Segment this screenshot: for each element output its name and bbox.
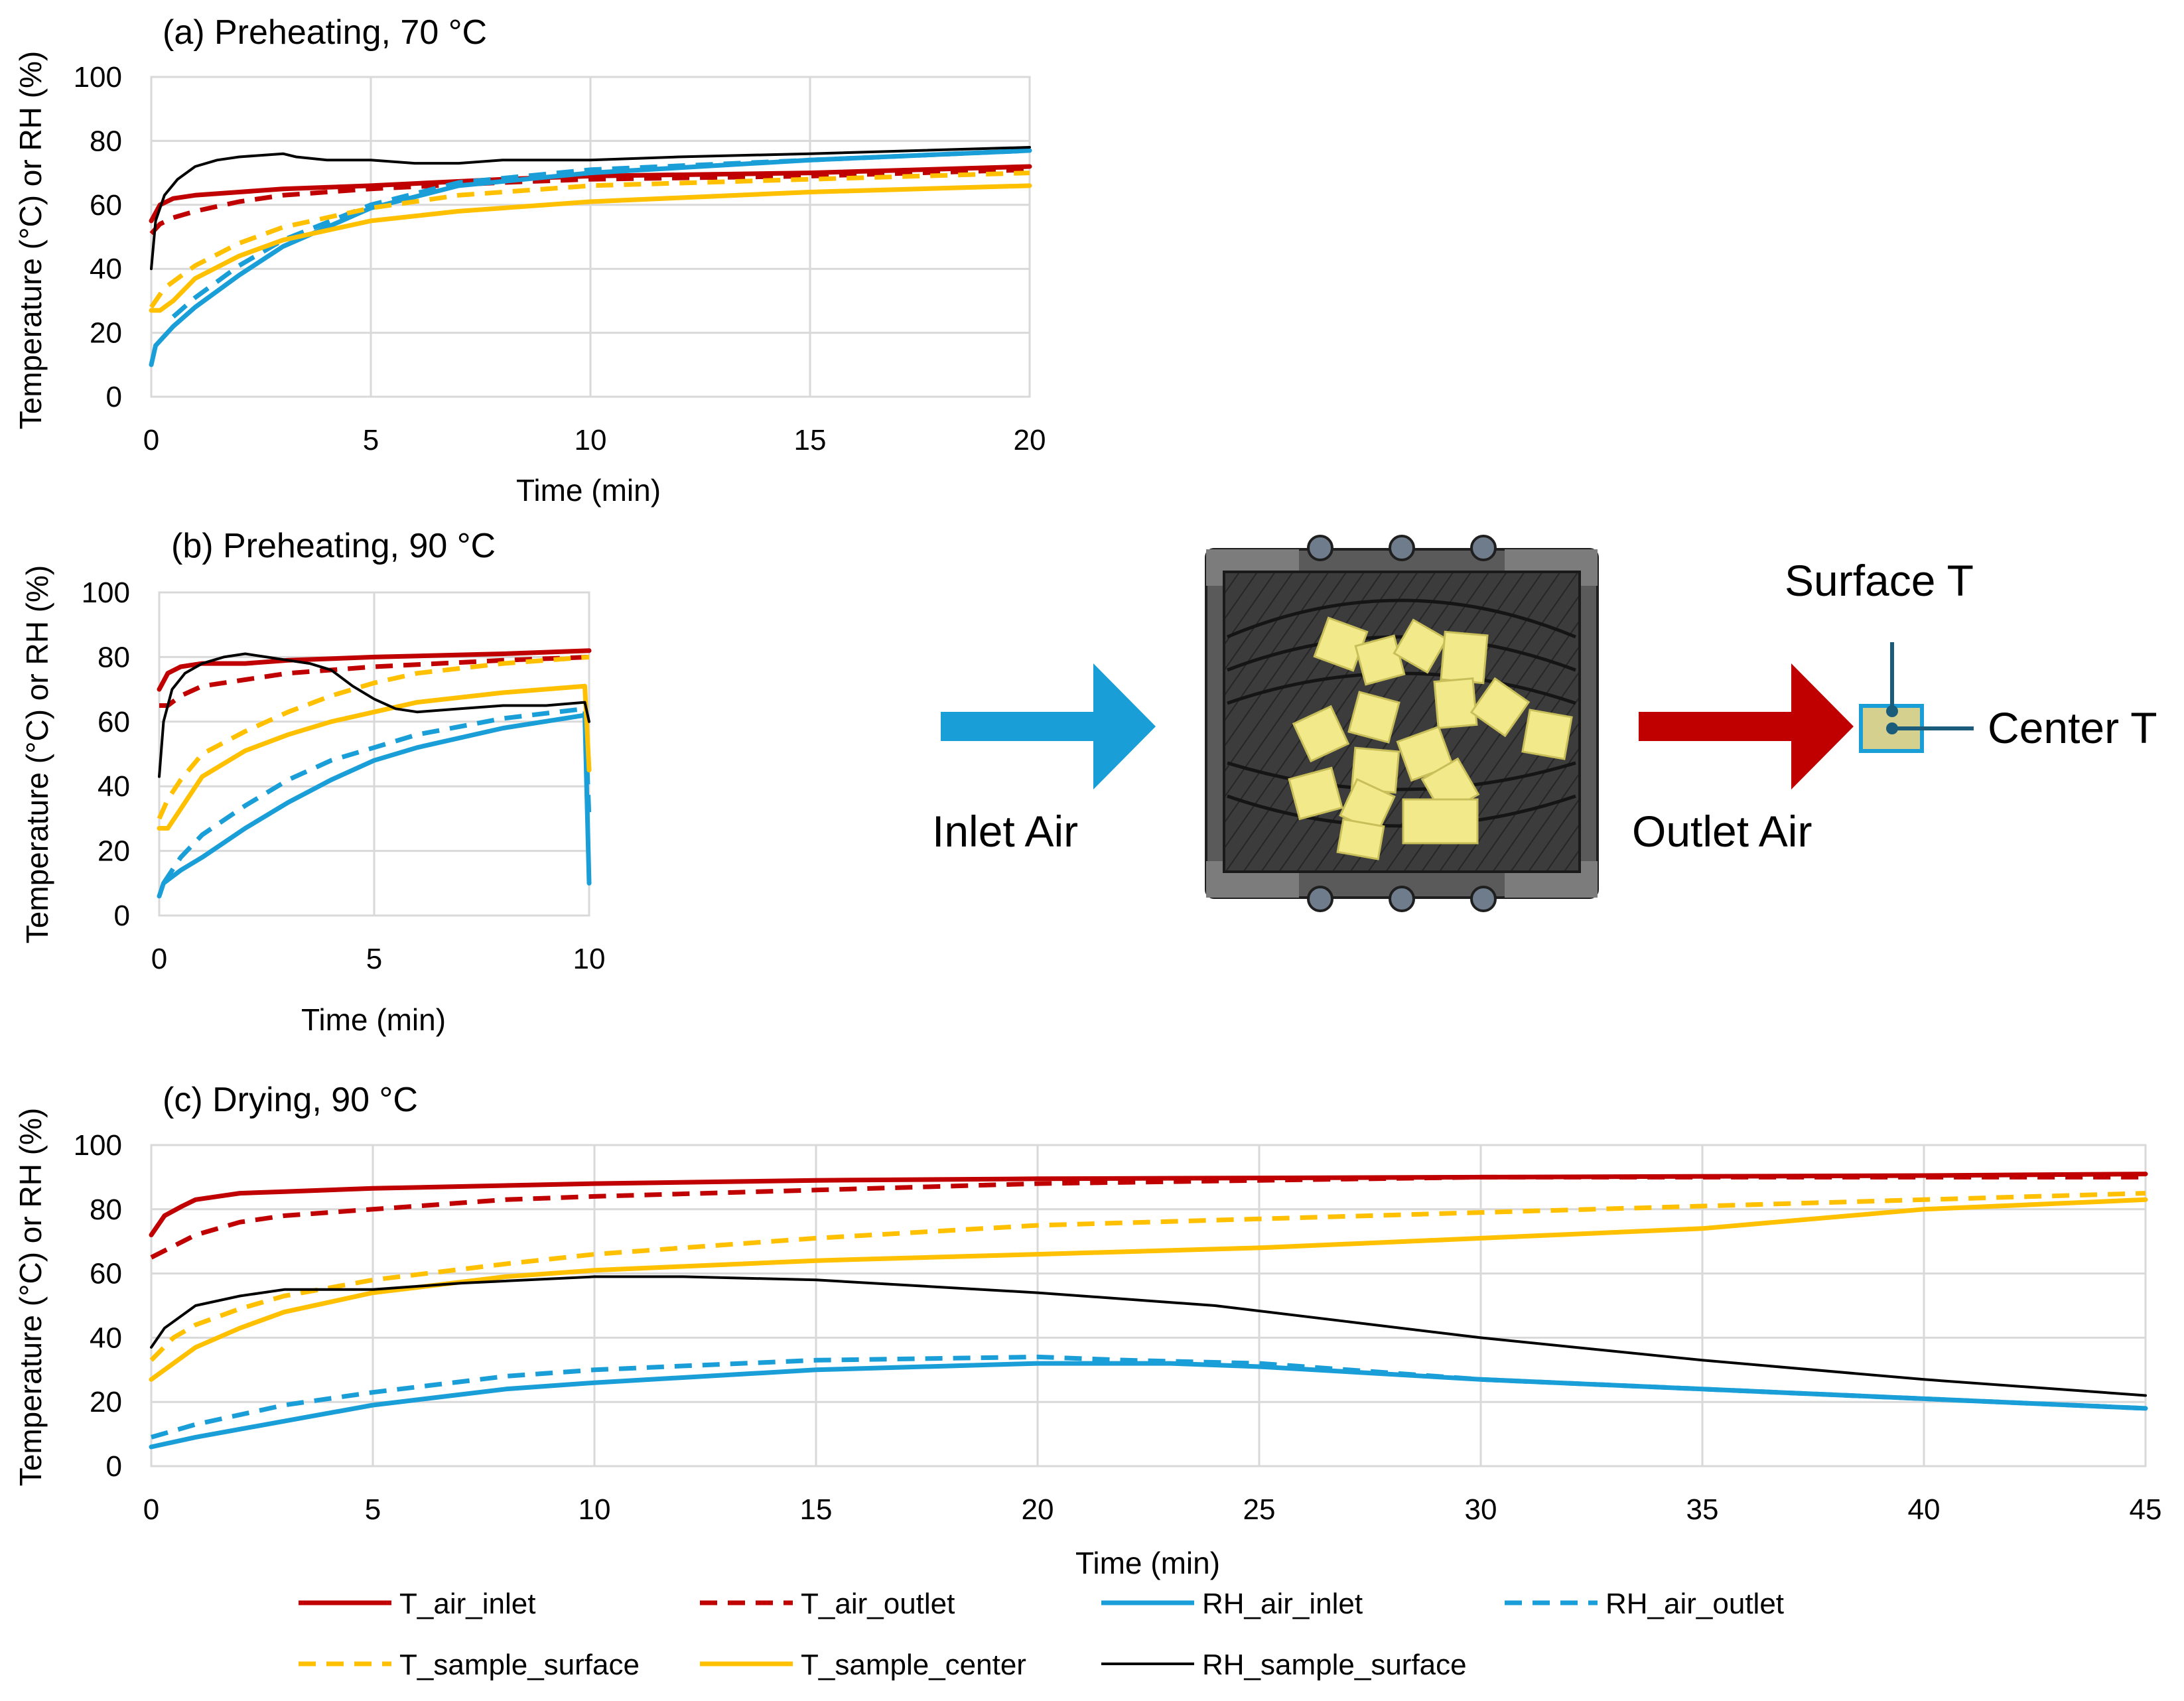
chart-panel-a: (a) Preheating, 70 °C 0 20 40 60 80 100 0 5 10 15… — [13, 13, 1046, 508]
plot-area-border — [150, 76, 1031, 398]
inlet-air-label: Inlet Air — [932, 807, 1078, 856]
inlet-arrow — [941, 663, 1156, 789]
dryer-diagram: Inlet Air — [932, 535, 2157, 912]
grid-b — [158, 591, 590, 917]
y-axis-label-b: Temperature (°C) or RH (%) — [20, 565, 54, 944]
x-tick-label: 10 — [579, 1493, 611, 1526]
y-axis-label-c: Temperature (°C) or RH (%) — [13, 1108, 48, 1487]
center-probe-dot — [1886, 722, 1898, 734]
ticks-c: 0 20 40 60 80 100 0 5 10 15 20 25 30 35 40 45 — [74, 1129, 2162, 1526]
x-tick-label: 0 — [151, 943, 167, 975]
legend: T_air_inlet T_air_outlet RH_air_inlet RH_ai… — [299, 1588, 1784, 1681]
chart-title-b: (b) Preheating, 90 °C — [171, 527, 496, 565]
x-tick-label: 20 — [1022, 1493, 1054, 1526]
y-tick-label: 20 — [90, 317, 122, 350]
plot-area-border — [150, 1144, 2147, 1467]
series-line-rh-sample-surface — [158, 652, 590, 778]
x-axis-label-c: Time (min) — [1075, 1546, 1220, 1580]
x-tick-label: 25 — [1243, 1493, 1276, 1526]
legend-label: T_air_inlet — [399, 1588, 535, 1620]
chart-panel-c: (c) Drying, 90 °C 0 20 40 60 80 100 0 5 10 15 20 25… — [13, 1081, 2161, 1580]
series-line-rh-air-outlet — [151, 1354, 2146, 1440]
legend-label: RH_sample_surface — [1202, 1649, 1467, 1681]
legend-label: RH_air_inlet — [1202, 1588, 1363, 1620]
y-tick-label: 20 — [98, 835, 130, 868]
series-line-t-air-outlet — [150, 1174, 2146, 1260]
outlet-air-label: Outlet Air — [1632, 807, 1812, 856]
series-line-t-sample-surface — [157, 654, 590, 820]
surface-probe-dot — [1886, 705, 1898, 717]
x-tick-label: 30 — [1465, 1493, 1497, 1526]
y-tick-label: 40 — [98, 770, 130, 803]
x-tick-label: 5 — [365, 1493, 381, 1526]
x-axis-label-b: Time (min) — [301, 1002, 446, 1037]
series-line-rh-sample-surface — [150, 146, 1031, 271]
outlet-arrow — [1639, 663, 1854, 789]
series-group-b — [157, 648, 592, 899]
x-tick-label: 45 — [2130, 1493, 2162, 1526]
x-axis-label-a: Time (min) — [516, 473, 661, 508]
chart-title-c: (c) Drying, 90 °C — [163, 1081, 418, 1119]
grid-c — [150, 1144, 2147, 1467]
drying-chamber-image — [1205, 535, 1599, 912]
series-line-t-air-outlet — [149, 167, 1030, 236]
center-t-label: Center T — [1988, 703, 2157, 752]
y-tick-label: 100 — [74, 61, 122, 94]
ticks-a: 0 20 40 60 80 100 0 5 10 15 20 — [74, 61, 1046, 456]
series-line-rh-air-outlet — [171, 148, 1030, 319]
x-tick-label: 10 — [575, 424, 607, 456]
y-tick-label: 60 — [98, 706, 130, 738]
chart-panel-b: (b) Preheating, 90 °C 0 20 40 60 80 100 0 5 10 T… — [20, 527, 605, 1037]
y-tick-label: 0 — [106, 1450, 122, 1483]
y-tick-label: 80 — [90, 1193, 122, 1226]
series-line-t-air-outlet — [159, 654, 590, 708]
x-tick-label: 5 — [366, 943, 382, 975]
series-line-t-sample-center — [149, 183, 1032, 313]
series-line-rh-air-inlet — [149, 1361, 2148, 1450]
x-tick-label: 10 — [573, 943, 606, 975]
series-line-t-sample-center — [157, 683, 592, 831]
series-line-t-sample-center — [149, 1197, 2148, 1382]
x-tick-label: 15 — [794, 424, 827, 456]
x-tick-label: 15 — [800, 1493, 833, 1526]
series-line-rh-air-inlet — [149, 148, 1032, 368]
x-tick-label: 20 — [1014, 424, 1046, 456]
y-tick-label: 20 — [90, 1386, 122, 1418]
y-tick-label: 60 — [90, 1258, 122, 1290]
series-group-a — [149, 146, 1032, 368]
x-tick-label: 5 — [363, 424, 379, 456]
x-tick-label: 35 — [1686, 1493, 1719, 1526]
series-group-c — [149, 1172, 2148, 1450]
legend-label: RH_air_outlet — [1605, 1588, 1784, 1620]
series-line-t-air-inlet — [157, 648, 592, 692]
series-line-rh-sample-surface — [150, 1275, 2147, 1397]
y-tick-label: 80 — [90, 125, 122, 157]
surface-t-label: Surface T — [1785, 556, 1974, 605]
y-tick-label: 0 — [106, 381, 122, 413]
y-tick-label: 100 — [82, 577, 130, 609]
series-line-t-sample-surface — [149, 1191, 2146, 1362]
series-line-rh-air-outlet — [161, 706, 592, 885]
chart-title-a: (a) Preheating, 70 °C — [163, 13, 487, 52]
ticks-b: 0 20 40 60 80 100 0 5 10 — [82, 577, 606, 975]
grid-a — [150, 76, 1031, 398]
y-tick-label: 100 — [74, 1129, 122, 1162]
x-tick-label: 40 — [1908, 1493, 1941, 1526]
legend-label: T_sample_center — [801, 1649, 1026, 1681]
y-axis-label-a: Temperature (°C) or RH (%) — [13, 51, 48, 430]
series-line-t-sample-surface — [149, 170, 1030, 308]
series-line-rh-air-inlet — [157, 713, 592, 899]
legend-label: T_air_outlet — [801, 1588, 955, 1620]
y-tick-label: 0 — [114, 900, 130, 932]
series-line-t-air-inlet — [149, 164, 1032, 224]
y-tick-label: 80 — [98, 641, 130, 673]
x-tick-label: 0 — [143, 1493, 159, 1526]
y-tick-label: 60 — [90, 189, 122, 222]
y-tick-label: 40 — [90, 1322, 122, 1354]
y-tick-label: 40 — [90, 253, 122, 285]
x-tick-label: 0 — [143, 424, 159, 456]
legend-label: T_sample_surface — [399, 1649, 640, 1681]
